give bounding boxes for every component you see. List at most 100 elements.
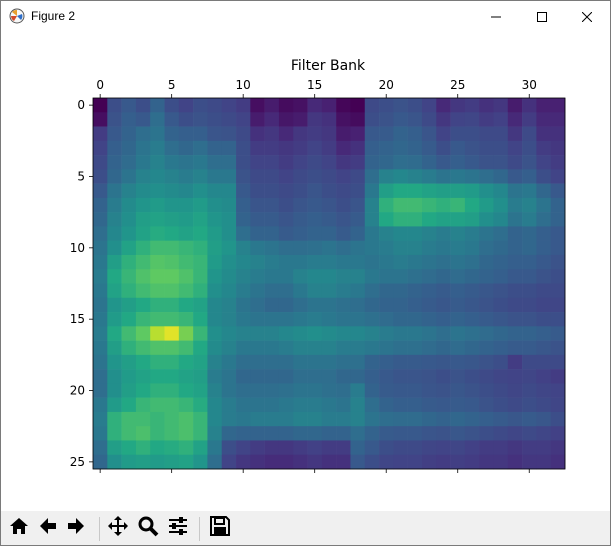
heatmap-cell — [421, 454, 437, 470]
navigation-toolbar — [1, 511, 610, 545]
heatmap-cell — [393, 254, 408, 270]
heatmap-cell — [522, 197, 537, 213]
heatmap-cell — [550, 283, 566, 299]
save-icon — [209, 515, 231, 541]
heatmap-cell — [550, 297, 566, 313]
heatmap-cell — [121, 240, 137, 256]
heatmap-cell — [464, 440, 480, 456]
heatmap-cell — [193, 340, 208, 356]
heatmap-cell — [178, 140, 194, 156]
heatmap-cell — [436, 226, 451, 241]
heatmap-cell — [507, 212, 523, 227]
heatmap-cell — [93, 411, 108, 427]
heatmap-cell — [550, 397, 566, 413]
heatmap-cell — [536, 212, 551, 227]
heatmap-cell — [221, 297, 237, 313]
back-button[interactable] — [35, 515, 61, 541]
heatmap-cell — [293, 140, 308, 156]
heatmap-cell — [507, 155, 523, 170]
heatmap-cell — [536, 226, 551, 241]
heatmap-cell — [393, 454, 408, 470]
heatmap-cell — [536, 354, 551, 370]
heatmap-cell — [450, 326, 466, 341]
heatmap-cell — [536, 397, 551, 413]
heatmap-cell — [107, 440, 122, 456]
title-bar[interactable]: Figure 2 — [1, 1, 610, 32]
heatmap-cell — [221, 240, 237, 256]
heatmap-cell — [464, 212, 480, 227]
save-button[interactable] — [207, 515, 233, 541]
minimize-button[interactable] — [473, 1, 519, 32]
heatmap-cell — [393, 397, 408, 413]
heatmap-cell — [364, 226, 380, 241]
heatmap-cell — [421, 155, 437, 170]
heatmap-cell — [450, 411, 466, 427]
heatmap-cell — [393, 312, 408, 327]
heatmap-cell — [107, 312, 122, 327]
heatmap-cell — [336, 312, 351, 327]
heatmap-cell — [264, 312, 280, 327]
heatmap-cell — [421, 312, 437, 327]
heatmap-cell — [336, 440, 351, 456]
heatmap-cell — [464, 240, 480, 256]
heatmap-cell — [336, 297, 351, 313]
heatmap-cell — [164, 126, 180, 142]
heatmap-cell — [121, 454, 137, 470]
heatmap-cell — [336, 411, 351, 427]
heatmap-cell — [479, 426, 494, 441]
heatmap-cell — [164, 340, 180, 356]
heatmap-cell — [121, 397, 137, 413]
heatmap-cell — [493, 126, 509, 142]
heatmap-cell — [450, 226, 466, 241]
heatmap-cell — [250, 297, 265, 313]
heatmap-cell — [93, 283, 108, 299]
heatmap-cell — [135, 354, 151, 370]
heatmap-cell — [150, 155, 165, 170]
heatmap-cell — [121, 212, 137, 227]
heatmap-cell — [321, 297, 337, 313]
heatmap-cell — [150, 297, 165, 313]
heatmap-cell — [164, 411, 180, 427]
figure-canvas[interactable]: Filter Bank 0 5 10 15 20 25 30 0 5 10 15 20 25 — [1, 32, 610, 510]
heatmap-cell — [150, 454, 165, 470]
heatmap-cell — [250, 340, 265, 356]
pan-button[interactable] — [105, 515, 131, 541]
configure-subplots-button[interactable] — [165, 515, 191, 541]
heatmap-cell — [135, 183, 151, 199]
matplotlib-icon — [9, 8, 25, 24]
heatmap-cell — [264, 426, 280, 441]
heatmap-cell — [464, 183, 480, 199]
heatmap-cell — [321, 397, 337, 413]
heatmap-cell — [407, 312, 423, 327]
heatmap-cell — [121, 98, 137, 113]
heatmap-cell — [207, 312, 223, 327]
heatmap-cell — [479, 254, 494, 270]
home-button[interactable] — [6, 515, 32, 541]
heatmap-cell — [364, 340, 380, 356]
heatmap-cell — [178, 312, 194, 327]
heatmap-cell — [522, 312, 537, 327]
heatmap-cell — [507, 369, 523, 384]
heatmap-cell — [364, 312, 380, 327]
heatmap-cell — [193, 440, 208, 456]
heatmap-cell — [550, 326, 566, 341]
close-button[interactable] — [564, 1, 610, 32]
heatmap-cell — [178, 126, 194, 142]
zoom-button[interactable] — [135, 515, 161, 541]
heatmap-cell — [379, 140, 394, 156]
heatmap-cell — [479, 240, 494, 256]
heatmap-cell — [293, 340, 308, 356]
heatmap-cell — [278, 354, 294, 370]
forward-button[interactable] — [63, 515, 89, 541]
heatmap-cell — [307, 212, 323, 227]
heatmap-cell — [93, 98, 108, 113]
heatmap-cell — [436, 454, 451, 470]
maximize-button[interactable] — [519, 1, 565, 32]
heatmap-cell — [121, 411, 137, 427]
heatmap-cell — [479, 397, 494, 413]
heatmap-cell — [307, 383, 323, 398]
heatmap-cell — [221, 254, 237, 270]
heatmap-cell — [236, 411, 251, 427]
heatmap-cell — [121, 197, 137, 213]
heatmap-cell — [464, 383, 480, 398]
